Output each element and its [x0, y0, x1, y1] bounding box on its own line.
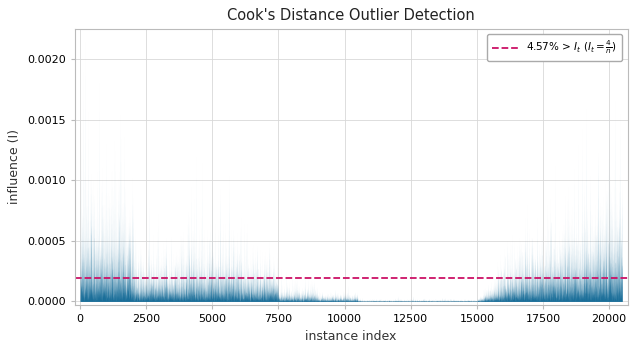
X-axis label: instance index: instance index: [306, 330, 397, 343]
Legend: 4.57% > $I_t$ ($I_t = \frac{4}{n}$): 4.57% > $I_t$ ($I_t = \frac{4}{n}$): [487, 34, 622, 61]
4.57% > $I_t$ ($I_t = \frac{4}{n}$): [76, 276, 84, 280]
4.57% > $I_t$ ($I_t = \frac{4}{n}$): [76, 276, 84, 280]
Title: Cook's Distance Outlier Detection: Cook's Distance Outlier Detection: [227, 8, 475, 23]
Y-axis label: influence (I): influence (I): [8, 130, 21, 204]
